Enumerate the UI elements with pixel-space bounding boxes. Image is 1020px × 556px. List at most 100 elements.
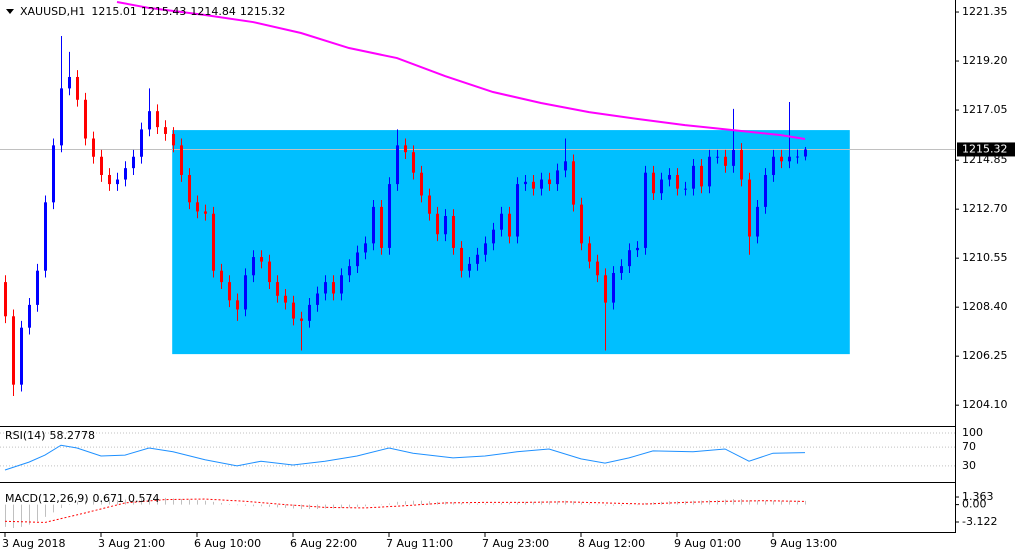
candle-body	[572, 161, 575, 205]
candle-body	[444, 216, 447, 235]
macd-bar	[605, 504, 606, 506]
candle-body	[116, 179, 119, 185]
x-tick-label: 9 Aug 01:00	[674, 537, 741, 550]
candle-body	[740, 149, 743, 180]
macd-bar	[757, 500, 758, 505]
candle-body	[652, 172, 655, 194]
macd-bar	[765, 500, 766, 505]
y-tick-label: 70	[962, 440, 976, 453]
candle-body	[36, 270, 39, 305]
candle-body	[100, 156, 103, 175]
x-tick-label: 7 Aug 23:00	[482, 537, 549, 550]
macd-bar	[141, 498, 142, 505]
macd-bar	[749, 500, 750, 505]
macd-bar	[525, 501, 526, 505]
macd-bar	[189, 499, 190, 505]
candle-body	[396, 145, 399, 185]
candle-body	[460, 247, 463, 271]
candle-body	[660, 179, 663, 194]
macd-bar	[677, 501, 678, 505]
candle-body	[628, 250, 631, 267]
macd-bar	[453, 502, 454, 505]
macd-bar	[501, 502, 502, 505]
candle-body	[420, 172, 423, 196]
macd-bar	[549, 501, 550, 505]
macd-bar	[205, 500, 206, 505]
macd-bar	[285, 504, 286, 508]
x-tick-label: 6 Aug 22:00	[290, 537, 357, 550]
macd-bar	[477, 503, 478, 505]
macd-bar	[381, 504, 382, 506]
macd-bar	[805, 500, 806, 505]
macd-bar	[485, 503, 486, 505]
macd-bar	[245, 504, 246, 506]
y-tick-label: 1206.25	[962, 349, 1008, 362]
macd-bar	[685, 501, 686, 505]
y-tick-label: 1208.40	[962, 300, 1008, 313]
macd-bar	[125, 499, 126, 505]
macd-bar	[325, 504, 326, 509]
signal-value: 0.574	[128, 492, 160, 505]
macd-bar	[717, 500, 718, 505]
rsi-value: 58.2778	[49, 429, 95, 442]
candle-body	[164, 127, 167, 134]
dropdown-icon[interactable]	[6, 9, 14, 14]
candle-body	[644, 172, 647, 248]
macd-bar	[45, 504, 46, 517]
candle-body	[764, 174, 767, 207]
candle-body	[556, 170, 559, 185]
candle-body	[548, 179, 551, 185]
rsi-line	[4, 444, 806, 471]
y-tick-label: 1217.05	[962, 103, 1008, 116]
macd-bar	[429, 501, 430, 505]
macd-bar	[725, 499, 726, 505]
candle-body	[260, 257, 263, 262]
macd-bar	[269, 504, 270, 507]
candle-body	[588, 243, 591, 262]
macd-bar	[261, 504, 262, 507]
candle-body	[172, 133, 175, 146]
macd-bar	[341, 504, 342, 508]
candle-body	[284, 295, 287, 303]
x-tick-label: 3 Aug 21:00	[98, 537, 165, 550]
macd-bar	[37, 504, 38, 522]
candle-body	[780, 156, 783, 162]
y-tick-label: 1221.35	[962, 5, 1008, 18]
macd-bar	[421, 500, 422, 505]
rsi-title: RSI(14)	[5, 429, 45, 442]
macd-bar	[213, 501, 214, 505]
macd-bar	[669, 501, 670, 505]
macd-bar	[493, 503, 494, 505]
candle-body	[508, 213, 511, 237]
macd-bar	[101, 500, 102, 505]
macd-bar	[301, 504, 302, 510]
macd-bar	[629, 504, 630, 506]
macd-bar	[85, 500, 86, 505]
candle-body	[788, 156, 791, 162]
candle-body	[180, 145, 183, 175]
candle-body	[580, 204, 583, 244]
candle-body	[84, 99, 87, 139]
candle-body	[468, 263, 471, 271]
macd-bar	[581, 502, 582, 505]
candle-body	[332, 282, 335, 294]
macd-bar	[133, 499, 134, 505]
x-tick-label: 7 Aug 11:00	[386, 537, 453, 550]
y-tick-label: 1.363	[962, 490, 994, 503]
candle-body	[228, 282, 231, 301]
candle-body	[300, 318, 303, 321]
macd-bar	[509, 502, 510, 505]
candle-body	[148, 111, 151, 130]
macd-bar	[613, 504, 614, 506]
close-value: 1215.32	[240, 5, 286, 18]
candle-body	[44, 202, 47, 271]
macd-bar	[69, 504, 70, 505]
candle-body	[500, 213, 503, 230]
macd-bar	[309, 504, 310, 510]
y-tick-label: 1210.55	[962, 251, 1008, 264]
macd-bar	[437, 501, 438, 505]
macd-bar	[565, 500, 566, 505]
candle-body	[412, 152, 415, 173]
candle-body	[564, 161, 567, 171]
macd-bar	[253, 504, 254, 507]
